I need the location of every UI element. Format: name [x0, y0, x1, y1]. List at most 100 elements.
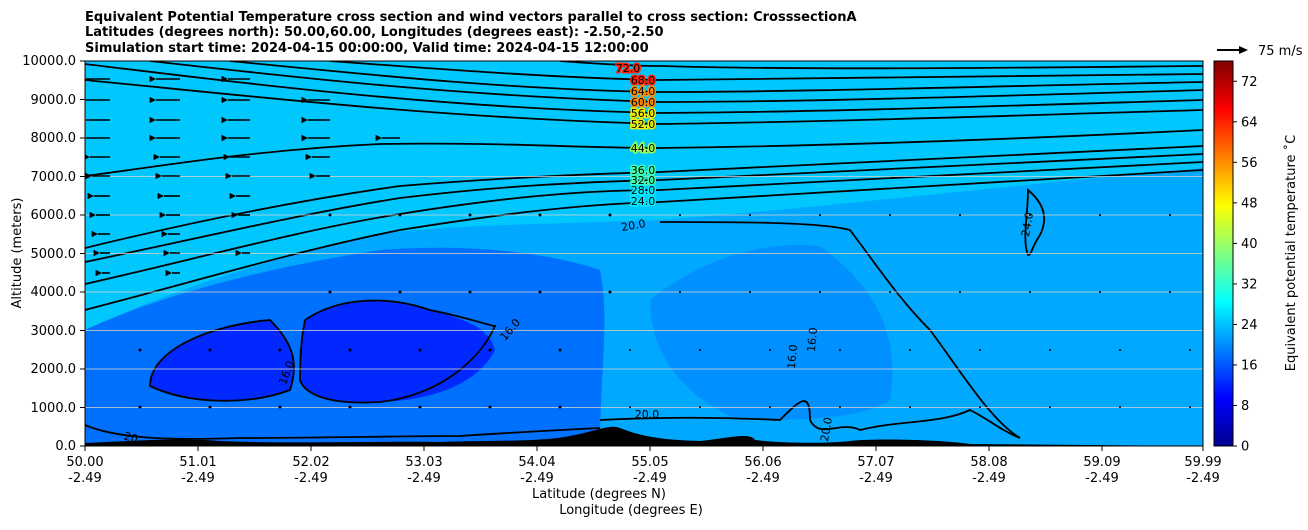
x-tick-lon: -2.49: [746, 471, 780, 486]
wind-vector: [468, 213, 472, 217]
wind-vector: [959, 291, 961, 293]
contour-32: [85, 153, 1203, 263]
contour-20-mid: [659, 221, 1021, 439]
x-tick-lat: 51.01: [179, 455, 216, 470]
contour-64: [229, 61, 1203, 93]
wind-vector: [418, 405, 422, 409]
wind-vector: [629, 406, 631, 408]
contour-label: 24.0: [631, 195, 656, 208]
quiver-key-label: 75 m/s: [1258, 44, 1303, 59]
wind-vector: [348, 405, 352, 409]
band-deep-blue-mid: [300, 300, 495, 403]
wind-vector: [138, 405, 142, 409]
wind-vector-dots: [138, 213, 1191, 409]
contour-label: 24.0: [1019, 211, 1036, 237]
contour-label: 28.0: [631, 184, 656, 197]
contour-label: 16.0: [785, 344, 800, 370]
y-axis-label: Altitude (meters): [10, 198, 25, 309]
wind-vector: [328, 213, 332, 217]
x-tick-lon: -2.49: [859, 471, 893, 486]
wind-vector: [839, 349, 841, 351]
contour-60: [149, 61, 1203, 103]
wind-vector: [819, 214, 821, 216]
x-tick-lon: -2.49: [1186, 471, 1220, 486]
wind-vector: [909, 406, 911, 408]
y-tick-label: 7000.0: [31, 170, 77, 185]
x-tick-lon: -2.49: [972, 471, 1006, 486]
colorbar-tick-label: 40: [1241, 237, 1258, 252]
contour-44: [85, 129, 1203, 177]
wind-vectors: [85, 75, 400, 277]
wind-vector: [1169, 214, 1171, 216]
colorbar-tick-label: 8: [1241, 399, 1249, 414]
wind-vector: [1099, 291, 1101, 293]
x-axis-label-2: Longitude (degrees E): [559, 503, 703, 518]
wind-vector: [959, 214, 961, 216]
colorbar-tick-label: 64: [1241, 115, 1258, 130]
contour-72: [559, 61, 1203, 70]
wind-vector: [558, 348, 562, 352]
contour-20-low: [599, 400, 1021, 439]
wind-vector: [1049, 406, 1051, 408]
x-tick-lat: 59.99: [1184, 455, 1221, 470]
wind-vector: [769, 349, 771, 351]
contour-16-mid: [299, 299, 497, 404]
x-tick-lon: -2.49: [520, 471, 554, 486]
wind-vector: [278, 405, 282, 409]
band-deep-blue-left: [150, 320, 294, 401]
x-tick-lat: 55.05: [631, 455, 668, 470]
wind-vector: [819, 291, 821, 293]
contour-label: 20.0: [635, 408, 660, 421]
x-tick-lon: -2.49: [1085, 471, 1119, 486]
y-tick-label: 2000.0: [31, 362, 77, 377]
wind-vector: [679, 291, 681, 293]
wind-vector: [629, 349, 631, 351]
colorbar-tick-label: 16: [1241, 358, 1258, 373]
gridlines: [85, 176, 1203, 408]
contour-lines: [85, 61, 1203, 440]
contour-label: 36.0: [631, 164, 656, 177]
wind-vector: [979, 406, 981, 408]
contour-label: 20: [122, 430, 139, 446]
colorbar: 0 8 16 24 32 40 48 56 64 72 Equivalent potential …: [1213, 60, 1299, 455]
wind-vector: [1029, 214, 1031, 216]
y-tick-label: 0.0: [55, 439, 76, 454]
colorbar-tick-label: 32: [1241, 277, 1258, 292]
wind-vector: [558, 405, 562, 409]
wind-vector: [1169, 291, 1171, 293]
wind-vector: [538, 290, 542, 294]
contour-28: [85, 161, 1203, 285]
contour-label: 56.0: [631, 107, 656, 120]
y-tick-label: 1000.0: [31, 401, 77, 416]
wind-vector: [979, 349, 981, 351]
wind-vector: [679, 214, 681, 216]
chart-title-line-3: Simulation start time: 2024-04-15 00:00:…: [85, 41, 649, 56]
x-tick-lon: -2.49: [294, 471, 328, 486]
colorbar-scale: [1213, 60, 1234, 447]
colorbar-tick-label: 72: [1241, 75, 1258, 90]
contour-label: 20.0: [620, 217, 646, 234]
x-axis: 50.00 -2.49 51.01 -2.49 52.02 -2.49 53.0…: [66, 446, 1222, 486]
wind-vector: [749, 214, 751, 216]
colorbar-tick-label: 0: [1241, 440, 1249, 455]
x-tick-lat: 59.09: [1083, 455, 1120, 470]
contour-56: [85, 63, 1203, 114]
contour-label: 60.0: [631, 96, 656, 109]
chart-title-line-1: Equivalent Potential Temperature cross s…: [85, 10, 857, 25]
wind-vector: [889, 291, 891, 293]
wind-vector: [488, 348, 492, 352]
x-tick-lat: 50.00: [66, 455, 103, 470]
y-tick-label: 10000.0: [22, 54, 76, 69]
x-tick-lon: -2.49: [68, 471, 102, 486]
terrain: [85, 426, 1203, 446]
contour-label: 64.0: [631, 85, 656, 98]
wind-vector: [398, 213, 402, 217]
x-tick-lon: -2.49: [407, 471, 441, 486]
wind-vector: [1119, 406, 1121, 408]
contour-20-near-ground: [85, 424, 601, 440]
contour-36: [85, 145, 1203, 249]
x-tick-lat: 56.06: [744, 455, 781, 470]
contour-label: 52.0: [631, 118, 656, 131]
wind-vector: [769, 406, 771, 408]
contour-label: 72.0: [616, 62, 641, 75]
